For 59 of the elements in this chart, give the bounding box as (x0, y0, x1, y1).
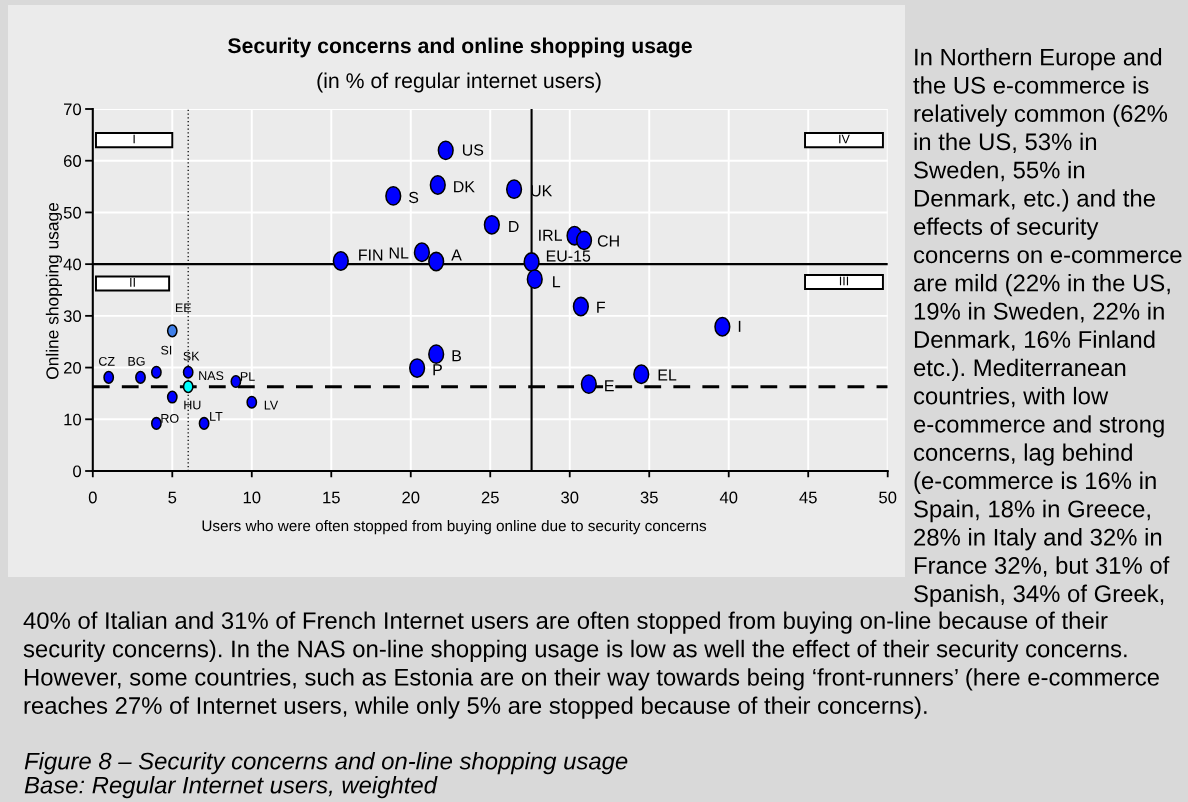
text: In Northern Europe and the US e-commerce is relatively common (62% in the US, 53% in Sweden, 55% in Denmark, etc.) and the effects of security concerns on e-commerce are mild (22% in the US, 19% in Sweden, 22% in Denmark, 16% Finland etc.). Mediterranean countries, with low e-commerce and strong concerns, lag behind (e-commerce is 16% in Spain, 18% in Greece, 28% in Italy and 32% in France 32%, but 31% of Spanish, 34% of Greek, (913, 48, 1182, 607)
annotation: B (452, 350, 462, 362)
annotation: P (433, 364, 442, 376)
annotation: SK (183, 351, 200, 361)
y-tick-label: 10 (64, 413, 82, 426)
chart-subtitle: (in % of regular internet users) (317, 72, 601, 93)
annotation: SI (161, 345, 172, 355)
annotation: D (509, 220, 519, 232)
annotation: NAS (199, 371, 224, 381)
annotation: LT (210, 412, 223, 421)
annotation: IRL (539, 229, 562, 241)
annotation: S (409, 191, 419, 204)
text: 40% of Italian and 31% of French Internet users are often stopped from buying on-line because of their security concerns). In the NAS on-line shopping usage is low as well the effect of their security concerns. However, some countries, such as Estonia are on their way towards being ‘front-runners’ (here e-commerce reaches 27% of Internet users, while only 5% are stopped because of their concerns). (23, 611, 1159, 719)
y-tick-label: 20 (63, 361, 82, 374)
annotation: FIN (359, 249, 383, 261)
x-tick-label: 5 (168, 491, 177, 504)
annotation: BG (128, 356, 145, 366)
x-axis-title: Users who were often stopped from buying online due to security concerns (202, 520, 707, 535)
annotation: EU-15 (546, 250, 591, 262)
y-tick-label: 0 (73, 465, 82, 478)
x-tick-label: 10 (243, 491, 261, 504)
y-tick-label: 40 (63, 258, 82, 271)
chart-title: Security concerns and online shopping usage (228, 37, 692, 58)
annotation: I (133, 134, 135, 144)
y-tick-label: 70 (64, 103, 82, 116)
annotation: EL (658, 369, 677, 381)
annotation: III (839, 276, 849, 286)
annotation: RO (161, 413, 179, 423)
annotation: A (451, 249, 462, 261)
y-tick-label: 50 (63, 206, 82, 219)
caption: Figure 8 – Security concerns and on-line shopping usage (24, 752, 628, 775)
x-tick-label: 40 (719, 491, 738, 504)
annotation: I (738, 320, 741, 332)
annotation: HU (184, 400, 201, 410)
annotation: PL (240, 372, 255, 381)
annotation: F (597, 301, 605, 313)
x-tick-label: 25 (481, 491, 499, 504)
annotation: EE (175, 303, 192, 313)
annotation: NL (389, 247, 409, 259)
y-tick-label: 60 (64, 155, 82, 167)
annotation: LV (264, 400, 279, 410)
x-tick-label: 0 (88, 491, 97, 504)
annotation: DK (454, 181, 475, 193)
annotation: CH (597, 235, 619, 247)
annotation: II (130, 278, 135, 287)
annotation: IV (839, 134, 850, 144)
x-tick-label: 15 (323, 491, 340, 504)
y-axis-title: Online shopping usage (45, 202, 62, 379)
x-tick-label: 45 (799, 491, 817, 504)
text: Base: Regular Internet users, weighted (24, 776, 438, 799)
x-tick-label: 35 (640, 491, 658, 504)
x-tick-label: 30 (561, 491, 579, 504)
annotation: US (462, 144, 484, 156)
annotation: CZ (99, 356, 115, 366)
annotation: E (605, 380, 614, 392)
y-tick-label: 30 (63, 310, 82, 323)
x-tick-label: 50 (879, 491, 897, 504)
x-tick-label: 20 (402, 491, 420, 504)
annotation: L (553, 276, 561, 288)
